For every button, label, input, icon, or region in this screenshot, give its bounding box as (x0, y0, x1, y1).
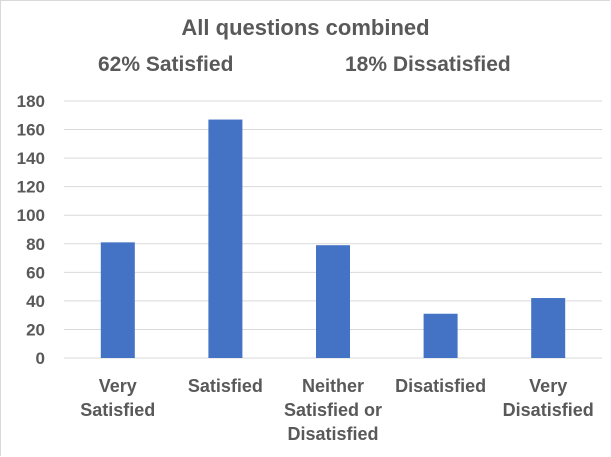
x-tick-label: Disatisfied (503, 400, 594, 420)
x-tick-label: Very (529, 376, 567, 396)
bars (100, 119, 566, 358)
x-tick-label: Satisfied (80, 400, 155, 420)
x-axis-labels: Very Satisfied Satisfied Neither Satisfied o… (80, 376, 593, 444)
y-tick-label: 60 (26, 263, 45, 282)
x-tick-label: Very (99, 376, 137, 396)
x-tick-label: Neither (302, 376, 364, 396)
y-axis-ticks: 0 20 40 60 80 100 120 140 160 180 (17, 92, 45, 368)
x-tick-label: Satisfied (188, 376, 263, 396)
y-tick-label: 40 (26, 292, 45, 311)
y-tick-label: 140 (17, 149, 45, 168)
x-tick-label: Disatisfied (395, 376, 486, 396)
chart-title: All questions combined (181, 15, 430, 40)
bar (208, 119, 243, 358)
bar (423, 313, 458, 358)
satisfied-summary: 62% Satisfied (98, 53, 234, 76)
bar (316, 245, 350, 358)
gridlines (64, 100, 602, 359)
y-tick-label: 160 (17, 121, 45, 140)
y-tick-label: 120 (17, 178, 45, 197)
y-tick-label: 100 (17, 206, 45, 225)
x-tick-label: Disatisfied (287, 424, 378, 444)
y-tick-label: 0 (36, 349, 45, 368)
dissatisfied-summary: 18% Dissatisfied (345, 53, 511, 76)
bar (100, 242, 135, 358)
y-tick-label: 20 (26, 320, 45, 339)
x-tick-label: Satisfied or (284, 400, 382, 420)
bar (531, 298, 566, 358)
y-tick-label: 180 (17, 92, 45, 111)
y-tick-label: 80 (26, 235, 45, 254)
